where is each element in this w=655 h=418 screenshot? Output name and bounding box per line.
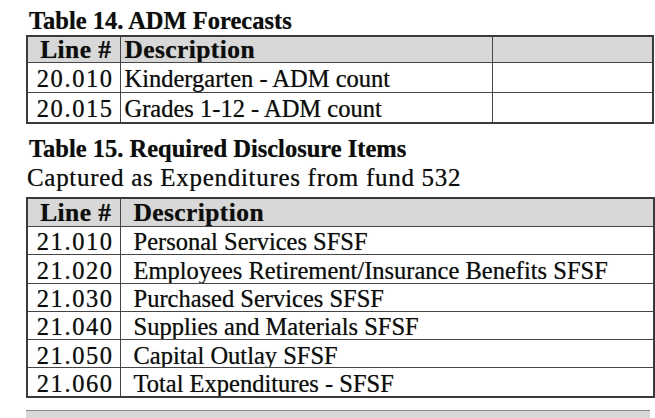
table15-title: Table 15. Required Disclosure Items <box>29 137 406 162</box>
description-text: Employees Retirement/Insurance Benefits … <box>134 257 608 283</box>
table14-header-row: Line # Description <box>27 36 653 63</box>
table-row: 21.050 Capital Outlay SFSF <box>27 340 654 368</box>
table14-title: Table 14. ADM Forecasts <box>29 9 292 34</box>
table-row: 20.015 Grades 1-12 - ADM count <box>27 93 653 123</box>
line-number-cell: 21.020 <box>27 255 120 283</box>
table-row: 21.020 Employees Retirement/Insurance Be… <box>27 255 654 283</box>
table15-container: Line # Description 21.010 Personal Servi… <box>26 197 655 398</box>
line-number-cell: 21.030 <box>27 283 120 311</box>
description-cell: Purchased Services SFSF <box>120 283 654 311</box>
line-number-text: 21.050 <box>37 342 114 368</box>
next-table-header-partial <box>26 410 650 418</box>
description-cell: Employees Retirement/Insurance Benefits … <box>120 255 654 283</box>
line-number-cell: 20.015 <box>27 93 120 123</box>
description-cell: Grades 1-12 - ADM count <box>120 93 492 123</box>
table14-container: Line # Description 20.010 Kindergarten -… <box>26 35 654 124</box>
description-cell: Supplies and Materials SFSF <box>120 311 654 339</box>
line-number-cell: 21.010 <box>27 227 120 255</box>
value-cell <box>492 93 653 123</box>
description-text: Supplies and Materials SFSF <box>134 313 419 339</box>
line-number-text: 20.015 <box>37 95 114 122</box>
table-row: 21.010 Personal Services SFSF <box>27 227 654 255</box>
line-number-cell: 21.050 <box>27 340 120 368</box>
table-row: 21.060 Total Expenditures - SFSF <box>27 368 654 397</box>
description-text: Kindergarten - ADM count <box>125 65 391 92</box>
table14-header-description: Description <box>120 36 492 63</box>
line-number-text: 20.010 <box>37 65 114 92</box>
table14-header-extra <box>492 36 653 63</box>
line-number-text: 21.010 <box>37 228 114 254</box>
line-number-text: 21.040 <box>37 313 114 339</box>
value-cell <box>492 63 653 93</box>
table15-header-description: Description <box>120 198 654 227</box>
description-text: Grades 1-12 - ADM count <box>125 95 382 122</box>
table15-header-row: Line # Description <box>27 198 654 227</box>
line-number-cell: 20.010 <box>27 63 120 93</box>
line-number-cell: 21.040 <box>27 311 120 339</box>
line-number-cell: 21.060 <box>27 368 120 397</box>
table-row: 20.010 Kindergarten - ADM count <box>27 63 653 93</box>
table-row: 21.040 Supplies and Materials SFSF <box>27 311 654 339</box>
description-cell: Total Expenditures - SFSF <box>120 368 654 397</box>
table15-header-line: Line # <box>27 198 120 227</box>
table14-header-line: Line # <box>27 36 120 63</box>
line-number-text: 21.020 <box>37 257 114 283</box>
line-number-text: 21.060 <box>37 370 114 397</box>
table14: Line # Description 20.010 Kindergarten -… <box>26 35 654 124</box>
description-cell: Capital Outlay SFSF <box>120 340 654 368</box>
description-text: Purchased Services SFSF <box>134 285 384 311</box>
description-text: Capital Outlay SFSF <box>134 342 338 368</box>
description-cell: Personal Services SFSF <box>120 227 654 255</box>
description-text: Personal Services SFSF <box>134 228 368 254</box>
line-number-text: 21.030 <box>37 285 114 311</box>
table-row: 21.030 Purchased Services SFSF <box>27 283 654 311</box>
description-text: Total Expenditures - SFSF <box>134 370 394 397</box>
document-page: { "colors": { "header_bg": "#d8d8d8", "b… <box>0 0 655 418</box>
table15: Line # Description 21.010 Personal Servi… <box>26 197 655 398</box>
table15-subtitle: Captured as Expenditures from fund 532 <box>27 165 461 190</box>
description-cell: Kindergarten - ADM count <box>120 63 492 93</box>
